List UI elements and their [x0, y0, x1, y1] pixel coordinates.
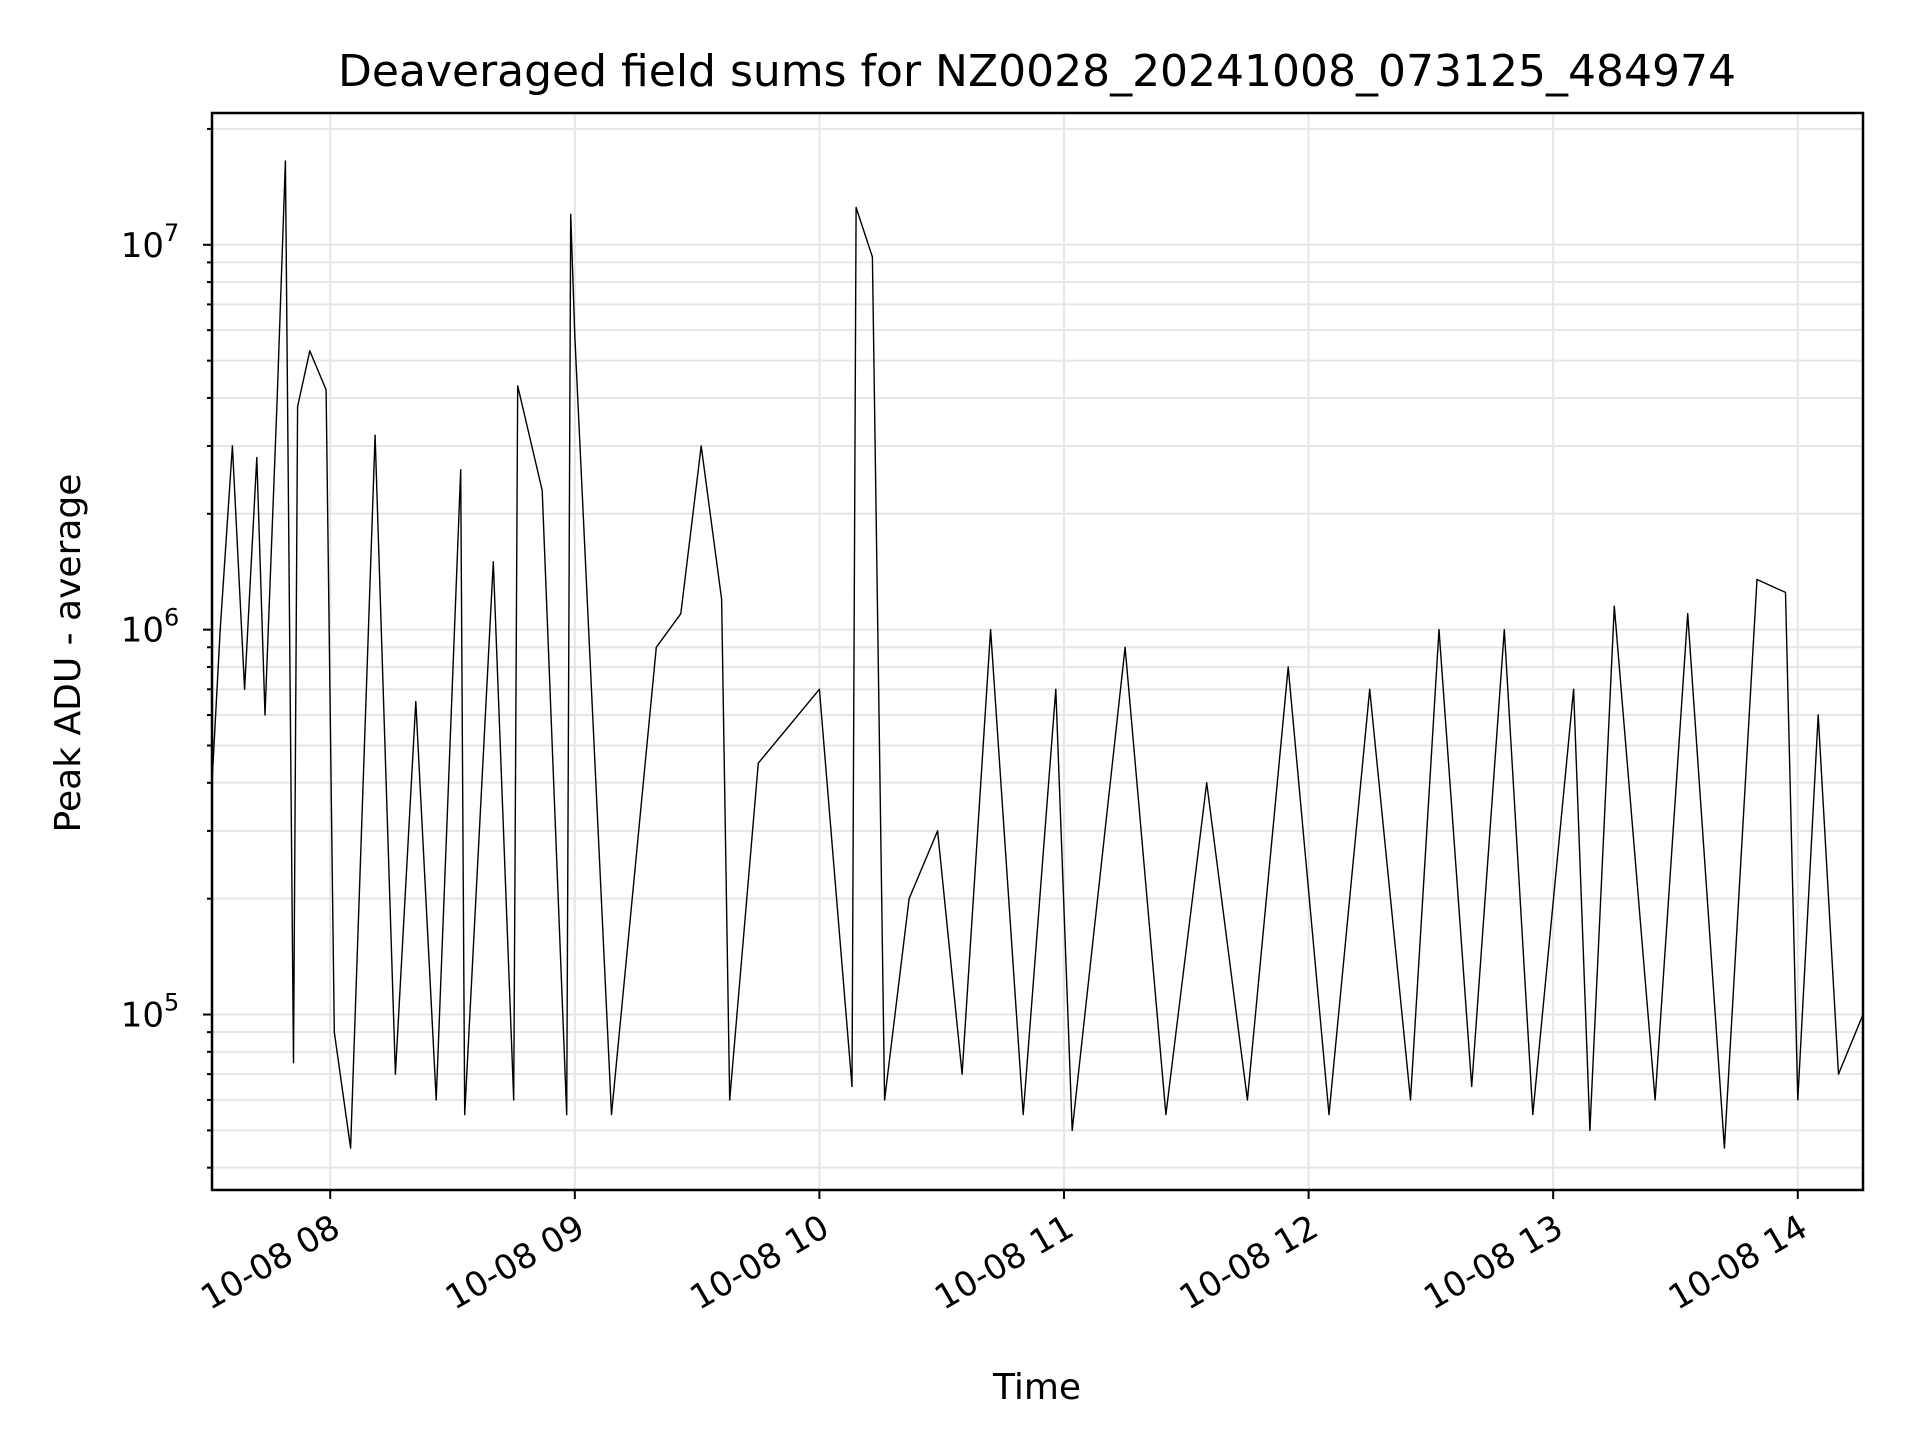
- data-point: [680, 613, 682, 615]
- data-point: [464, 1113, 466, 1116]
- x-tick-label: 10-08 11: [928, 1207, 1080, 1318]
- y-tick-exponent: 6: [164, 604, 179, 632]
- data-point: [818, 688, 821, 690]
- data-point: [297, 405, 299, 408]
- y-tick-base: 10: [121, 996, 164, 1036]
- data-point: [1246, 1099, 1248, 1101]
- data-point: [700, 445, 702, 447]
- x-tick-label: 10-08 09: [439, 1207, 591, 1318]
- y-tick-base: 10: [121, 226, 164, 266]
- data-point: [1071, 1129, 1073, 1131]
- data-point: [517, 385, 519, 387]
- data-point: [655, 646, 657, 648]
- data-point: [1784, 591, 1787, 594]
- y-tick-label: 10: [121, 996, 164, 1036]
- data-point: [884, 1099, 886, 1101]
- data-point: [610, 1113, 613, 1116]
- x-tick-label: 10-08 14: [1662, 1207, 1814, 1318]
- data-point: [231, 445, 233, 447]
- data-point: [1756, 578, 1758, 581]
- data-point: [350, 1147, 352, 1149]
- data-point: [1328, 1113, 1330, 1116]
- y-tick-exponent: 7: [164, 219, 179, 247]
- data-point: [292, 1062, 295, 1064]
- y-tick-base: 10: [121, 611, 164, 651]
- data-point: [721, 598, 723, 600]
- data-point: [757, 762, 759, 764]
- data-point: [333, 1031, 335, 1033]
- data-point: [961, 1073, 963, 1075]
- data-point: [541, 489, 543, 491]
- data-point: [325, 389, 327, 391]
- data-point: [244, 688, 246, 690]
- x-tick-label: 10-08 13: [1417, 1207, 1569, 1318]
- x-tick-label: 10-08 12: [1173, 1207, 1325, 1318]
- data-point: [1409, 1099, 1412, 1101]
- data-point: [492, 561, 494, 563]
- y-tick-label: 10: [121, 611, 164, 651]
- x-tick-label: 10-08 08: [194, 1207, 346, 1318]
- data-point: [1124, 646, 1126, 648]
- data-point: [1613, 605, 1615, 607]
- data-point: [435, 1099, 437, 1101]
- data-point: [513, 1099, 515, 1101]
- data-point: [1369, 688, 1371, 690]
- x-tick-label: 10-08 10: [684, 1207, 836, 1318]
- data-point: [851, 1085, 853, 1088]
- data-point: [1837, 1073, 1840, 1075]
- data-point: [415, 701, 417, 703]
- data-point: [1817, 714, 1819, 716]
- data-point: [1503, 629, 1505, 631]
- data-point: [1532, 1113, 1534, 1116]
- data-point: [264, 714, 266, 716]
- grid: [212, 113, 1863, 1190]
- y-tick-label: 10: [121, 226, 164, 266]
- data-point: [374, 434, 376, 436]
- data-point: [871, 256, 874, 258]
- data-point: [1589, 1129, 1591, 1131]
- data-point: [256, 457, 258, 459]
- data-point: [1797, 1099, 1799, 1101]
- data-point: [1471, 1085, 1473, 1088]
- data-point: [937, 830, 939, 832]
- data-point: [309, 350, 311, 352]
- data-point: [990, 629, 992, 631]
- y-axis-label: Peak ADU - average: [48, 474, 89, 833]
- data-point: [394, 1073, 396, 1075]
- data-point: [1287, 666, 1289, 668]
- y-tick-exponent: 5: [164, 989, 179, 1017]
- data-point: [1206, 782, 1208, 784]
- data-point: [460, 469, 462, 471]
- series-line-0: [211, 160, 1864, 1149]
- data-point: [908, 898, 910, 900]
- data-point: [566, 1113, 568, 1116]
- data-point: [1573, 688, 1575, 690]
- data-point: [1654, 1099, 1656, 1101]
- data-point: [1723, 1147, 1725, 1149]
- data-point: [574, 335, 576, 337]
- data-point: [570, 213, 572, 215]
- plot-frame: [210, 111, 1865, 1192]
- data-point: [1022, 1113, 1024, 1116]
- x-axis-label: Time: [992, 1367, 1081, 1408]
- data-point: [729, 1099, 731, 1101]
- x-axis: 10-08 08 10-08 09 10-08 10 10-08 11 10-08 12…: [194, 1190, 1814, 1318]
- chart-title: Deaveraged field sums for NZ0028_2024100…: [338, 46, 1736, 97]
- data-point: [1055, 688, 1057, 690]
- data-point: [219, 629, 221, 631]
- data-point: [276, 397, 278, 399]
- data-point: [1687, 613, 1689, 615]
- data-point: [855, 206, 857, 209]
- data-point: [284, 160, 286, 162]
- data-point: [1438, 629, 1440, 631]
- data-point: [1165, 1113, 1167, 1116]
- series-layer: [211, 160, 1864, 1149]
